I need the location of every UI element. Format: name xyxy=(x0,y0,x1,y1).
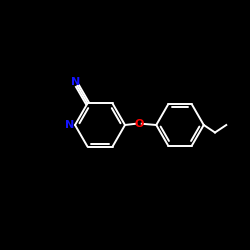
Text: O: O xyxy=(134,119,143,129)
Text: N: N xyxy=(71,77,80,87)
Text: N: N xyxy=(64,120,74,130)
